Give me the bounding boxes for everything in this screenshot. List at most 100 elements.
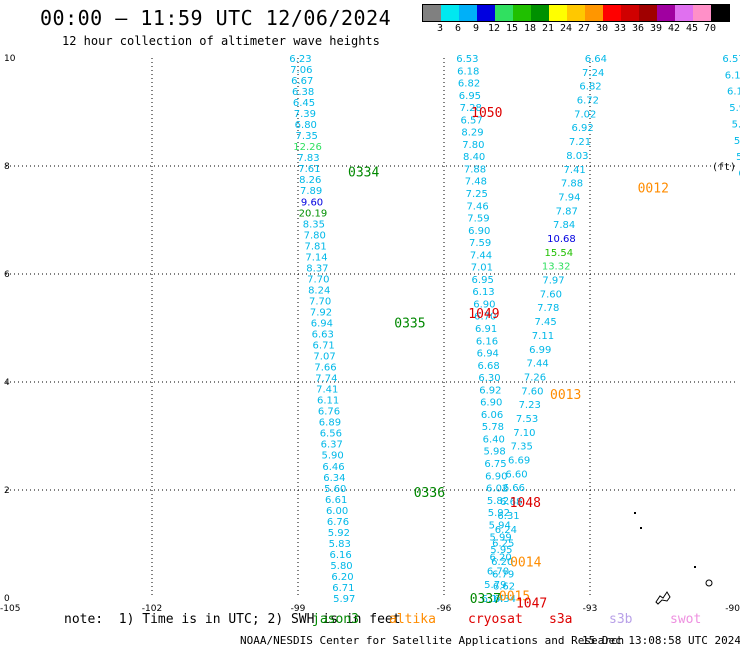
wave-height-value: 6.76	[327, 517, 349, 528]
wave-height-value: 5.60	[324, 484, 346, 495]
color-scale-label: 6	[454, 23, 462, 34]
pass-label: 1048	[510, 496, 541, 511]
wave-height-value: 7.87	[556, 206, 578, 217]
wave-height-value: 7.66	[314, 363, 336, 374]
pass-label: 1047	[516, 596, 547, 611]
units-note: note: 1) Time is in UTC; 2) SWH is in fe…	[64, 612, 401, 627]
wave-height-value: 5.80	[330, 561, 352, 572]
island-outline	[655, 591, 671, 605]
color-scale-label: 36	[631, 23, 645, 34]
wave-height-value: 7.74	[315, 374, 337, 385]
wave-height-value: 6.31	[497, 511, 519, 522]
wave-height-value: 6.06	[481, 410, 503, 421]
satellite-legend-swot: swot	[670, 612, 702, 627]
wave-height-value: 6.46	[322, 462, 344, 473]
lat-tick-label: 0	[4, 594, 10, 604]
wave-height-value: 6.16	[330, 550, 352, 561]
color-swatch	[459, 5, 477, 21]
wave-height-value: 6.23	[289, 54, 311, 65]
satellite-legend-jason3: jason3	[312, 612, 359, 627]
generated-timestamp: 15 Dec 13:08:58 UTC 2024	[582, 634, 740, 647]
wave-height-value: 13.32	[542, 262, 571, 273]
satellite-legend-altika: altika	[389, 612, 436, 627]
wave-height-value: 6.34	[494, 594, 516, 605]
wave-height-value: 6.02	[486, 484, 508, 495]
wave-height-value: 7.70	[307, 274, 329, 285]
altimeter-tracks: 6.237.066.676.386.457.396.807.3512.267.8…	[289, 54, 740, 605]
wave-height-value: 5.94	[489, 520, 511, 531]
pass-label: 0335	[394, 317, 425, 332]
wave-height-value: 7.88	[464, 164, 486, 175]
wave-height-value: 6.70	[474, 312, 496, 323]
wave-height-value: 20.19	[299, 208, 328, 219]
wave-height-value: 6.99	[529, 345, 551, 356]
lat-lon-grid	[6, 58, 736, 598]
wave-height-value: 7.84	[553, 220, 575, 231]
color-scale-label: 42	[667, 23, 681, 34]
page-title: 00:00 — 11:59 UTC 12/06/2024	[40, 6, 392, 30]
wave-height-value: 7.92	[310, 307, 332, 318]
lon-tick-label: -102	[142, 604, 162, 614]
satellite-legend-s3a: s3a	[549, 612, 573, 627]
wave-height-value: 6.57	[722, 54, 740, 65]
island-outline	[705, 579, 713, 587]
pass-label: 0015	[499, 589, 530, 604]
wave-height-value: 6.61	[325, 495, 347, 506]
wave-height-value: 6.80	[295, 120, 317, 131]
color-scale-label: 27	[577, 23, 591, 34]
wave-height-value: 6.71	[332, 583, 354, 594]
wave-height-value: 6.38	[292, 87, 314, 98]
satellite-legend-s3b: s3b	[609, 612, 633, 627]
pass-label: 0013	[550, 388, 581, 403]
wave-height-value: 6.40	[483, 434, 505, 445]
wave-height-value: 7.89	[300, 186, 322, 197]
wave-height-value: 6.14	[727, 87, 740, 98]
wave-height-value: 5.90	[734, 136, 740, 147]
color-scale-label: 39	[649, 23, 663, 34]
wave-height-value: 5.97	[333, 594, 355, 605]
wave-height-value: 8.35	[303, 219, 325, 230]
wave-height-value: 5.78	[482, 422, 504, 433]
wave-height-value: 7.26	[524, 372, 546, 383]
color-swatch	[549, 5, 567, 21]
color-scale-label: 21	[541, 23, 555, 34]
color-scale-label: 33	[613, 23, 627, 34]
wave-height-value: 7.45	[534, 317, 556, 328]
color-swatch	[477, 5, 495, 21]
pass-label: 0337	[470, 592, 501, 607]
pass-label: 0014	[510, 555, 541, 570]
wave-height-value: 6.89	[319, 418, 341, 429]
wave-height-value: 8.26	[299, 175, 321, 186]
page-subtitle: 12 hour collection of altimeter wave hei…	[62, 34, 380, 48]
wave-height-value: 7.39	[294, 109, 316, 120]
island-dot	[694, 566, 696, 568]
wave-height-value: 7.44	[527, 359, 549, 370]
wave-height-value: 6.00	[326, 506, 348, 517]
color-swatch	[513, 5, 531, 21]
wave-height-value: 6.37	[321, 440, 343, 451]
wave-height-value: 6.64	[585, 54, 607, 65]
color-scale-legend: 3 6 9 12 15 18 21 24 27 30 33 36 39 42 45 70	[422, 4, 730, 36]
wave-height-value: 6.91	[475, 324, 497, 335]
wave-height-value: 5.97	[729, 103, 740, 114]
pass-label: 1050	[471, 106, 502, 121]
wave-height-value: 6.90	[485, 471, 507, 482]
wave-height-value: 6.69	[508, 456, 530, 467]
wave-height-value: 6.60	[505, 469, 527, 480]
wave-height-value: 6.76	[318, 407, 340, 418]
wave-height-value: 7.88	[561, 179, 583, 190]
satellite-legend-cryosat: cryosat	[468, 612, 523, 627]
wave-height-value: 6.45	[293, 98, 315, 109]
color-swatch	[711, 5, 729, 21]
color-scale-label: 45	[685, 23, 699, 34]
wave-height-value: 7.11	[532, 331, 554, 342]
wave-height-value: 10.68	[547, 234, 576, 245]
wave-height-value: 7.06	[290, 65, 312, 76]
wave-height-value: 8.40	[463, 152, 485, 163]
wave-height-value: 6.62	[493, 582, 515, 593]
wave-height-value: 6.30	[478, 373, 500, 384]
wave-height-value: 8.24	[308, 285, 330, 296]
wave-height-value: 7.80	[304, 230, 326, 241]
wave-height-value: 5.82	[487, 496, 509, 507]
wave-height-value: 6.95	[459, 91, 481, 102]
